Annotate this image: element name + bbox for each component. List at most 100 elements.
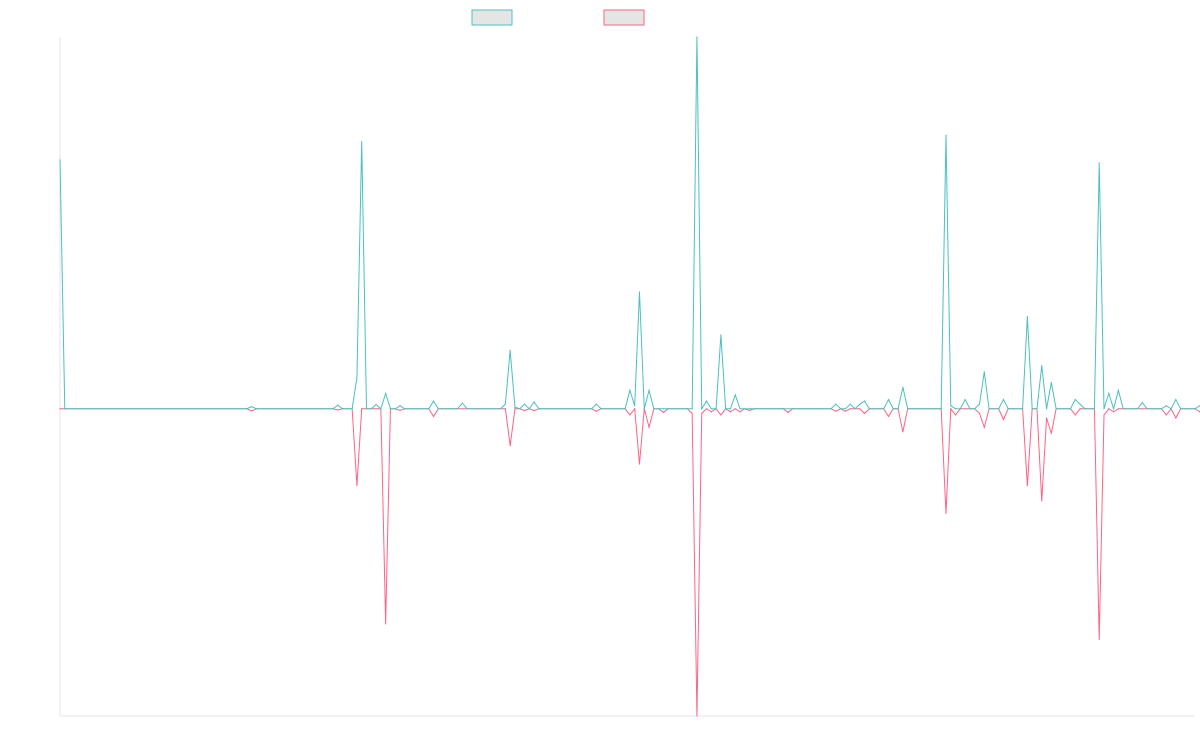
data-point: [887, 415, 890, 418]
data-point: [859, 403, 861, 405]
data-point: [1002, 398, 1005, 401]
data-point: [715, 408, 717, 410]
data-point: [892, 408, 894, 410]
legend-item-2[interactable]: [603, 9, 645, 26]
data-point: [361, 408, 363, 410]
data-point: [739, 408, 741, 410]
data-point: [394, 408, 396, 410]
data-point: [1175, 417, 1177, 419]
data-point: [255, 408, 257, 410]
data-point: [370, 408, 372, 410]
data-point: [734, 394, 736, 396]
data-point: [720, 334, 722, 336]
data-point: [456, 408, 459, 410]
data-point: [1093, 408, 1096, 410]
data-point: [954, 408, 957, 410]
data-point: [399, 409, 401, 411]
data-point: [954, 414, 957, 416]
data-point: [399, 405, 401, 407]
data-point: [658, 408, 660, 410]
data-point: [385, 392, 387, 394]
data-point: [600, 408, 602, 410]
data-point: [1002, 418, 1005, 421]
data-point: [897, 408, 899, 410]
data-point: [509, 445, 511, 447]
data-point: [1108, 408, 1110, 410]
data-point: [595, 403, 597, 405]
data-point: [595, 410, 597, 412]
data-point: [504, 408, 506, 410]
data-point: [667, 408, 669, 410]
data-point: [499, 408, 502, 410]
data-point: [969, 408, 971, 410]
data-point: [701, 412, 703, 414]
legend[interactable]: [471, 9, 645, 26]
data-point: [337, 409, 339, 411]
data-point: [725, 408, 727, 410]
data-point: [1021, 408, 1024, 410]
data-point: [844, 410, 847, 412]
data-point: [950, 405, 952, 407]
data-point: [1045, 417, 1048, 419]
data-point: [849, 408, 851, 410]
data-point: [705, 400, 708, 402]
data-point: [710, 408, 712, 410]
data-point: [523, 410, 526, 412]
data-point: [1112, 408, 1115, 410]
data-point: [835, 403, 837, 405]
data-point: [1175, 398, 1177, 401]
data-point: [1050, 382, 1052, 384]
data-point: [250, 410, 253, 412]
data-point: [840, 408, 842, 410]
data-point: [887, 398, 890, 401]
data-point: [945, 134, 947, 136]
axes: [59, 37, 1195, 717]
data-point: [1079, 403, 1081, 405]
data-point: [974, 408, 976, 410]
data-point: [1050, 432, 1052, 434]
data-point: [1122, 408, 1124, 410]
data-point: [1074, 414, 1076, 416]
data-point: [514, 406, 516, 408]
series-2: [59, 407, 1200, 717]
data-point: [854, 408, 856, 410]
data-point: [1117, 389, 1119, 391]
data-point: [1079, 408, 1081, 410]
legend-item-1[interactable]: [471, 9, 513, 26]
data-point: [964, 398, 966, 401]
data-point: [341, 408, 344, 410]
data-point: [351, 408, 353, 410]
data-point: [1103, 408, 1105, 410]
series-1: [59, 36, 1200, 411]
data-point: [533, 401, 535, 403]
data-point: [634, 408, 636, 410]
data-point: [696, 715, 698, 717]
data-point: [361, 140, 363, 143]
data-point: [859, 408, 861, 410]
data-point: [1036, 408, 1038, 410]
data-point: [59, 159, 61, 161]
data-point: [1170, 408, 1172, 410]
data-point: [1041, 365, 1043, 367]
data-point: [1141, 402, 1143, 404]
data-point: [983, 426, 985, 428]
data-point: [787, 411, 789, 414]
data-point: [1180, 408, 1182, 410]
data-point: [863, 400, 866, 402]
data-point: [246, 408, 248, 410]
data-point: [461, 402, 463, 404]
data-point: [978, 412, 981, 414]
data-point: [1146, 408, 1148, 410]
data-point: [332, 408, 334, 410]
data-point: [729, 408, 732, 410]
data-point: [749, 409, 751, 411]
data-point: [466, 408, 468, 410]
data-point: [696, 36, 698, 38]
data-point: [1194, 408, 1196, 410]
data-point: [1165, 405, 1167, 407]
data-point: [988, 408, 990, 410]
data-point: [643, 408, 645, 410]
data-point: [686, 408, 688, 410]
data-point: [638, 463, 641, 465]
data-point: [1055, 408, 1057, 410]
